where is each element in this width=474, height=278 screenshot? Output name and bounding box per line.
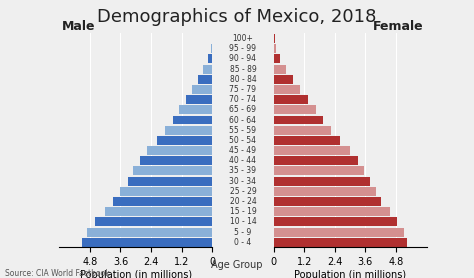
- Bar: [273, 75, 292, 84]
- Text: Demographics of Mexico, 2018: Demographics of Mexico, 2018: [97, 8, 377, 26]
- Bar: [273, 187, 375, 196]
- Bar: [95, 217, 212, 226]
- Bar: [273, 197, 381, 206]
- Bar: [82, 238, 212, 247]
- Text: 65 - 69: 65 - 69: [229, 105, 256, 114]
- Bar: [133, 167, 212, 175]
- Text: 10 - 14: 10 - 14: [229, 217, 256, 227]
- Text: 15 - 19: 15 - 19: [229, 207, 256, 216]
- Text: 5 - 9: 5 - 9: [234, 228, 252, 237]
- Bar: [140, 156, 212, 165]
- Text: 70 - 74: 70 - 74: [229, 95, 256, 104]
- Bar: [273, 136, 340, 145]
- Text: Age Group: Age Group: [211, 260, 263, 270]
- Bar: [273, 105, 316, 114]
- Text: Female: Female: [373, 20, 424, 33]
- Bar: [273, 34, 275, 43]
- Bar: [273, 85, 301, 94]
- Text: 95 - 99: 95 - 99: [229, 44, 256, 53]
- Bar: [128, 177, 212, 186]
- Bar: [113, 197, 212, 206]
- Bar: [208, 54, 212, 63]
- Bar: [273, 54, 280, 63]
- Text: 40 - 44: 40 - 44: [229, 156, 256, 165]
- Text: 30 - 34: 30 - 34: [229, 177, 256, 186]
- Text: 55 - 59: 55 - 59: [229, 126, 256, 135]
- Bar: [211, 34, 212, 43]
- Text: 60 - 64: 60 - 64: [229, 115, 256, 125]
- Bar: [165, 126, 212, 135]
- Bar: [185, 95, 212, 104]
- Text: 20 - 24: 20 - 24: [229, 197, 256, 206]
- Bar: [273, 44, 276, 53]
- Text: 75 - 79: 75 - 79: [229, 85, 256, 94]
- Text: 25 - 29: 25 - 29: [229, 187, 256, 196]
- Text: 35 - 39: 35 - 39: [229, 167, 256, 175]
- Text: Source: CIA World Factbook: Source: CIA World Factbook: [5, 269, 109, 278]
- Bar: [273, 126, 331, 135]
- Bar: [157, 136, 212, 145]
- Bar: [273, 146, 350, 155]
- Bar: [87, 228, 212, 237]
- Bar: [273, 217, 397, 226]
- Bar: [210, 44, 212, 53]
- Bar: [273, 64, 286, 73]
- Bar: [203, 64, 212, 73]
- Bar: [273, 238, 408, 247]
- Bar: [179, 105, 212, 114]
- Bar: [273, 116, 323, 125]
- Bar: [273, 177, 371, 186]
- Bar: [273, 156, 358, 165]
- Bar: [273, 167, 364, 175]
- Text: 100+: 100+: [232, 34, 254, 43]
- Text: 45 - 49: 45 - 49: [229, 146, 256, 155]
- X-axis label: Population (in millions): Population (in millions): [294, 270, 406, 278]
- Text: 90 - 94: 90 - 94: [229, 54, 256, 63]
- Bar: [273, 228, 404, 237]
- Bar: [273, 207, 390, 216]
- Bar: [147, 146, 212, 155]
- Bar: [273, 95, 308, 104]
- Text: Male: Male: [62, 20, 96, 33]
- Bar: [173, 116, 212, 125]
- Bar: [120, 187, 212, 196]
- Text: 50 - 54: 50 - 54: [229, 136, 256, 145]
- Text: 80 - 84: 80 - 84: [229, 75, 256, 84]
- Text: 0 - 4: 0 - 4: [234, 238, 252, 247]
- Bar: [105, 207, 212, 216]
- X-axis label: Population (in millions): Population (in millions): [80, 270, 192, 278]
- Bar: [198, 75, 212, 84]
- Text: 85 - 89: 85 - 89: [229, 64, 256, 74]
- Bar: [192, 85, 212, 94]
